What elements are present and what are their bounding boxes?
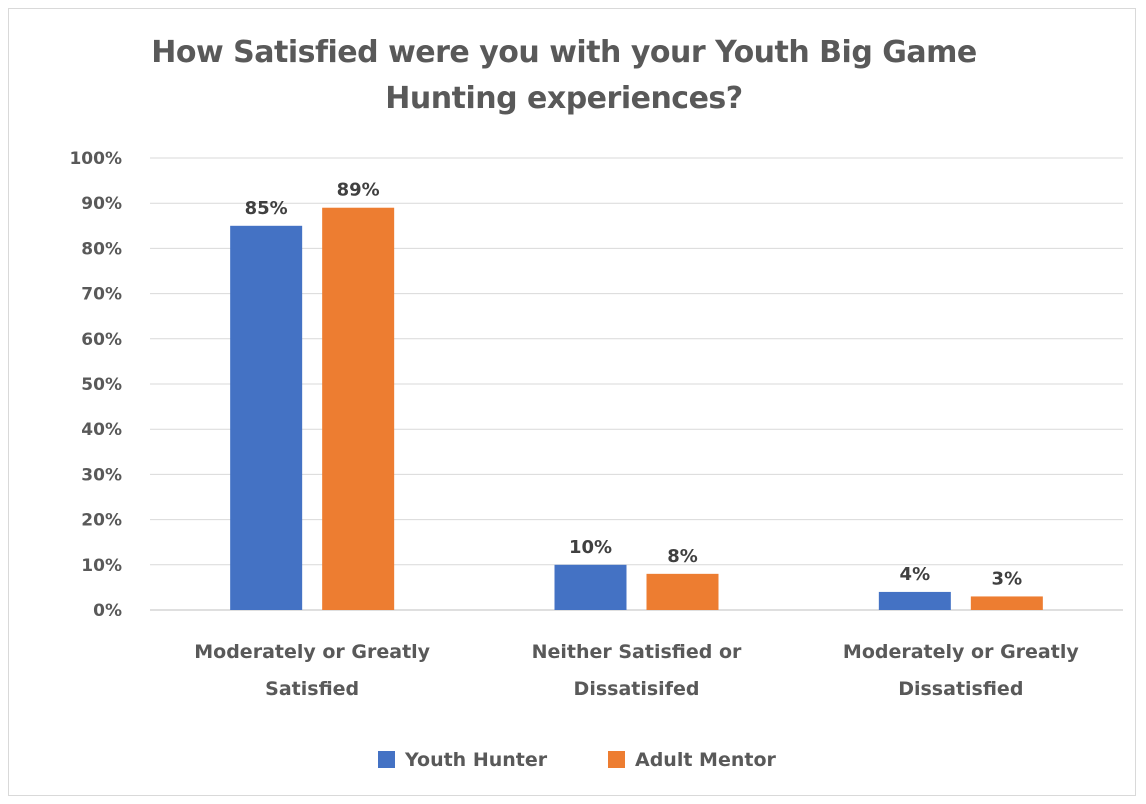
y-axis: 0% 10% 20% 30% 40% 50% 60% 70% 80% 90% 100% — [69, 149, 122, 621]
data-label: 85% — [245, 198, 288, 219]
data-label: 8% — [667, 546, 698, 567]
y-tick-label: 30% — [81, 465, 122, 485]
bar — [646, 573, 719, 610]
legend-swatch — [378, 751, 395, 768]
bar — [878, 591, 951, 610]
x-tick-label: Dissatisifed — [574, 678, 700, 700]
y-tick-label: 50% — [81, 375, 122, 395]
gridlines — [150, 157, 1123, 611]
x-tick-label: Dissatisfied — [898, 678, 1023, 700]
x-tick-label: Neither Satisfied or — [532, 641, 742, 663]
legend-swatch — [608, 751, 625, 768]
y-tick-label: 20% — [81, 511, 122, 531]
data-label: 89% — [337, 180, 380, 201]
bar — [230, 225, 303, 611]
legend: Youth Hunter Adult Mentor — [378, 749, 776, 771]
y-tick-label: 60% — [81, 330, 122, 350]
data-label: 4% — [900, 564, 931, 585]
y-tick-label: 70% — [81, 285, 122, 305]
x-axis: Moderately or Greatly Satisfied Neither Sa… — [194, 641, 1079, 700]
y-tick-label: 100% — [69, 149, 122, 169]
bars — [230, 207, 1043, 611]
bar — [970, 596, 1043, 610]
legend-label: Adult Mentor — [635, 749, 776, 771]
bar — [322, 207, 395, 610]
y-tick-label: 0% — [93, 601, 122, 621]
x-tick-label: Satisfied — [265, 678, 359, 700]
legend-label: Youth Hunter — [404, 749, 548, 771]
bar — [554, 564, 627, 610]
y-tick-label: 40% — [81, 420, 122, 440]
data-label: 3% — [992, 568, 1023, 589]
chart-title: How Satisfied were you with your Youth B… — [151, 35, 977, 116]
data-labels: 85% 89% 10% 8% 4% 3% — [245, 180, 1022, 590]
y-tick-label: 80% — [81, 239, 122, 259]
chart-area — [8, 8, 1136, 796]
data-label: 10% — [569, 537, 612, 558]
x-tick-label: Moderately or Greatly — [194, 641, 430, 663]
x-tick-label: Moderately or Greatly — [843, 641, 1079, 663]
y-tick-label: 90% — [81, 194, 122, 214]
y-tick-label: 10% — [81, 556, 122, 576]
